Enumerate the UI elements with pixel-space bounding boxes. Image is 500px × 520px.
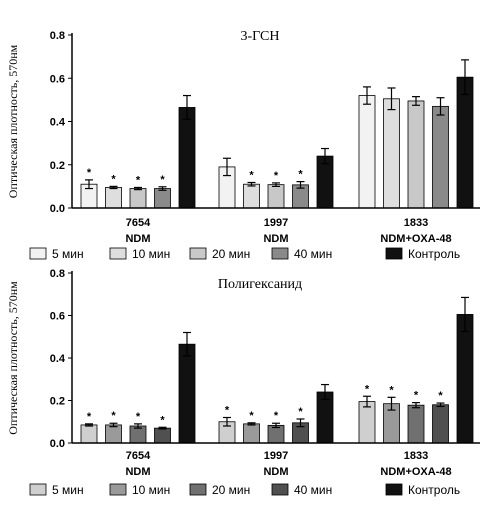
significance-marker: * <box>136 174 141 186</box>
legend-label: 5 мин <box>52 247 84 261</box>
chart-panel-2: Полигексанид Оптическая плотность, 570нм 0… <box>6 268 480 497</box>
y-tick-label: 0.0 <box>50 203 65 215</box>
x-category-label: 1997 <box>264 450 288 462</box>
y-tick-label: 0.6 <box>50 311 65 323</box>
bar <box>456 314 474 444</box>
y-tick-label: 0.0 <box>50 438 65 450</box>
bar <box>407 404 425 444</box>
x-category-label: 1833 <box>404 217 428 229</box>
legend-label: 5 мин <box>52 483 84 497</box>
legend-label: 20 мин <box>212 247 250 261</box>
x-category-label: NDM+OXA-48 <box>380 466 451 478</box>
x-category-label: NDM <box>263 233 288 245</box>
x-category-label: 7654 <box>126 450 151 462</box>
y-tick-label: 0.6 <box>50 73 65 85</box>
x-category-label: 1997 <box>264 217 288 229</box>
bar <box>178 343 196 444</box>
significance-marker: * <box>87 167 92 179</box>
legend-swatch <box>109 247 127 260</box>
bar <box>154 188 171 209</box>
y-tick-label: 0.4 <box>50 353 66 365</box>
legend-label: Контроль <box>408 483 460 497</box>
legend-swatch <box>189 483 207 496</box>
bar <box>154 427 171 444</box>
bar <box>432 105 449 209</box>
legend-swatch <box>385 483 403 496</box>
significance-marker: * <box>414 390 419 402</box>
legend-swatch <box>385 247 403 260</box>
x-category-label: 1833 <box>404 450 428 462</box>
significance-marker: * <box>111 410 116 422</box>
bar <box>432 404 449 444</box>
bar <box>243 423 260 444</box>
bar <box>105 424 122 444</box>
significance-marker: * <box>274 410 279 422</box>
y-axis-label: Оптическая плотность, 570нм <box>6 44 20 198</box>
legend-swatch <box>189 247 207 260</box>
bar <box>243 183 260 209</box>
y-tick-label: 0.2 <box>50 160 65 172</box>
bar <box>105 187 122 209</box>
y-tick-label: 0.2 <box>50 396 65 408</box>
y-tick-label: 0.8 <box>50 268 65 280</box>
bar <box>358 401 376 444</box>
significance-marker: * <box>111 173 116 185</box>
significance-marker: * <box>389 384 394 396</box>
bar <box>358 95 376 209</box>
x-category-label: NDM <box>125 466 150 478</box>
legend-label: Контроль <box>408 247 460 261</box>
y-tick-label: 0.8 <box>50 30 65 42</box>
significance-marker: * <box>274 170 279 182</box>
significance-marker: * <box>160 174 165 186</box>
significance-marker: * <box>249 410 254 422</box>
legend-swatch <box>271 483 289 496</box>
x-category-label: NDM <box>125 233 150 245</box>
bar <box>456 76 474 209</box>
significance-marker: * <box>87 411 92 423</box>
bar <box>267 184 285 209</box>
legend: 5 мин 10 мин 20 мин 40 мин Контроль <box>29 483 460 497</box>
legend-swatch <box>29 247 47 260</box>
significance-marker: * <box>298 169 303 181</box>
x-category-label: NDM <box>263 466 288 478</box>
legend: 5 мин 10 мин 20 мин 40 мин Контроль <box>29 247 460 261</box>
chart-panel-1: 3-ГСН Оптическая плотность, 570нм 0.0 0.2 0.… <box>6 29 480 261</box>
legend-label: 10 мин <box>132 247 170 261</box>
legend-label: 40 мин <box>294 483 332 497</box>
chart-title: 3-ГСН <box>240 29 279 44</box>
legend-label: 10 мин <box>132 483 170 497</box>
significance-marker: * <box>438 390 443 402</box>
significance-marker: * <box>136 411 141 423</box>
legend-label: 20 мин <box>212 483 250 497</box>
significance-marker: * <box>160 414 165 426</box>
significance-marker: * <box>298 406 303 418</box>
significance-marker: * <box>225 405 230 417</box>
legend-swatch <box>271 247 289 260</box>
legend-swatch <box>29 483 47 496</box>
bar <box>178 107 196 209</box>
bar <box>80 424 98 444</box>
x-category-label: 7654 <box>126 217 151 229</box>
legend-swatch <box>109 483 127 496</box>
significance-marker: * <box>365 383 370 395</box>
x-category-label: NDM+OXA-48 <box>380 233 451 245</box>
bar <box>407 100 425 209</box>
legend-label: 40 мин <box>294 247 332 261</box>
y-axis-label: Оптическая плотность, 570нм <box>6 281 20 435</box>
significance-marker: * <box>249 169 254 181</box>
bar <box>129 188 147 209</box>
bar <box>383 98 400 209</box>
y-tick-label: 0.4 <box>50 117 66 129</box>
chart-title: Полигексанид <box>218 277 302 292</box>
